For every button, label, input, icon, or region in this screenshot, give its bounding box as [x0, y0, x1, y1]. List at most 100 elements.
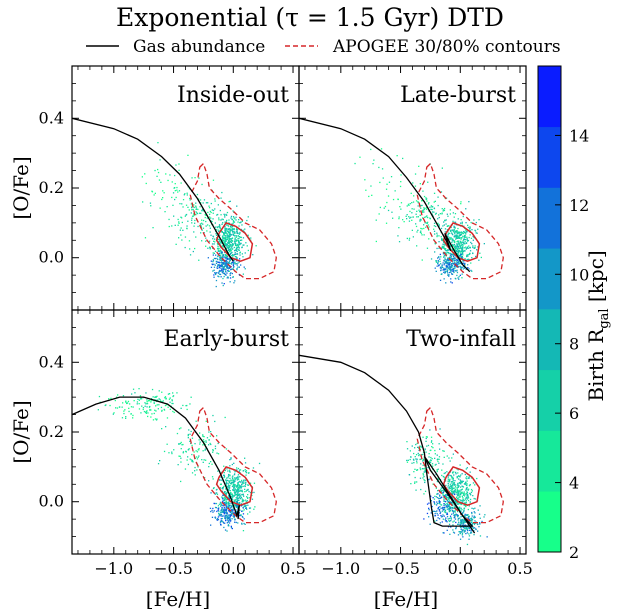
scatter-point: [137, 398, 139, 400]
scatter-point: [214, 257, 217, 260]
scatter-point: [453, 499, 455, 501]
scatter-point: [156, 395, 158, 397]
scatter-point: [125, 400, 127, 402]
scatter-point: [457, 232, 459, 234]
scatter-point: [214, 238, 216, 240]
scatter-point: [210, 211, 212, 214]
scatter-point: [232, 509, 234, 512]
scatter-point: [247, 489, 249, 491]
scatter-point: [446, 500, 449, 502]
scatter-point: [434, 457, 436, 459]
scatter-point: [180, 427, 182, 429]
scatter-point: [231, 263, 233, 265]
scatter-point: [477, 228, 479, 230]
scatter-point: [445, 252, 447, 254]
scatter-point: [455, 490, 457, 492]
scatter-point: [449, 483, 451, 485]
scatter-point: [455, 502, 457, 504]
scatter-point: [141, 398, 143, 400]
scatter-point: [229, 244, 231, 246]
scatter-point: [233, 234, 235, 236]
colorbar-bin: [538, 248, 561, 310]
scatter-point: [461, 241, 463, 244]
scatter-point: [201, 208, 204, 211]
scatter-point: [416, 469, 418, 471]
scatter-point: [227, 245, 229, 247]
scatter-point: [423, 493, 425, 495]
scatter-point: [215, 234, 218, 236]
scatter-point: [202, 223, 204, 225]
scatter-point: [455, 528, 457, 530]
scatter-point: [471, 512, 473, 515]
scatter-point: [448, 252, 450, 254]
scatter-point: [116, 396, 118, 398]
scatter-point: [450, 281, 452, 283]
scatter-point: [460, 483, 462, 485]
scatter-point: [220, 505, 222, 507]
scatter-point: [462, 241, 464, 243]
colorbar-bin: [538, 187, 561, 249]
scatter-point: [441, 510, 444, 512]
scatter-point: [239, 493, 241, 495]
scatter-point: [225, 255, 227, 257]
scatter-point: [233, 259, 235, 261]
scatter-point: [213, 276, 215, 278]
scatter-point: [425, 451, 427, 453]
scatter-point: [185, 450, 187, 452]
scatter-point: [208, 431, 210, 433]
scatter-point: [219, 240, 221, 242]
scatter-point: [232, 231, 234, 234]
scatter-point: [222, 284, 224, 287]
scatter-point: [196, 193, 199, 196]
scatter-point: [441, 238, 443, 240]
scatter-point: [225, 271, 227, 273]
scatter-point: [430, 208, 432, 210]
scatter-point: [237, 482, 239, 484]
scatter-point: [178, 428, 181, 430]
scatter-point: [423, 211, 425, 213]
scatter-point: [423, 224, 425, 226]
scatter-point: [458, 493, 460, 495]
scatter-point: [471, 490, 473, 492]
scatter-point: [230, 527, 233, 529]
scatter-point: [220, 524, 222, 526]
scatter-point: [436, 235, 438, 238]
scatter-point: [441, 239, 443, 241]
scatter-point: [237, 246, 240, 248]
scatter-point: [470, 262, 472, 264]
scatter-point: [242, 470, 245, 472]
scatter-point: [197, 456, 199, 458]
scatter-point: [412, 458, 415, 460]
scatter-point: [146, 406, 148, 408]
scatter-point: [440, 489, 442, 491]
scatter-point: [469, 227, 471, 230]
scatter-point: [457, 486, 459, 488]
scatter-point: [238, 485, 240, 487]
scatter-point: [450, 237, 452, 240]
scatter-point: [218, 252, 221, 254]
scatter-point: [452, 245, 454, 247]
scatter-point: [228, 480, 230, 482]
scatter-point: [138, 399, 140, 401]
scatter-point: [228, 201, 230, 203]
scatter-point: [133, 400, 135, 402]
scatter-point: [231, 262, 233, 264]
scatter-point: [461, 492, 463, 494]
scatter-point: [479, 517, 481, 519]
scatter-point: [461, 244, 463, 246]
scatter-point: [249, 491, 252, 494]
scatter-point: [230, 229, 232, 232]
scatter-point: [392, 198, 395, 201]
scatter-point: [454, 270, 456, 272]
scatter-point: [459, 506, 461, 508]
scatter-point: [419, 445, 421, 447]
scatter-point: [242, 499, 245, 502]
scatter-point: [470, 517, 472, 520]
scatter-point: [199, 223, 201, 225]
scatter-point: [157, 142, 159, 144]
scatter-point: [202, 461, 204, 463]
scatter-point: [221, 490, 224, 492]
scatter-point: [175, 196, 177, 199]
scatter-point: [228, 267, 231, 269]
scatter-point: [425, 436, 428, 438]
